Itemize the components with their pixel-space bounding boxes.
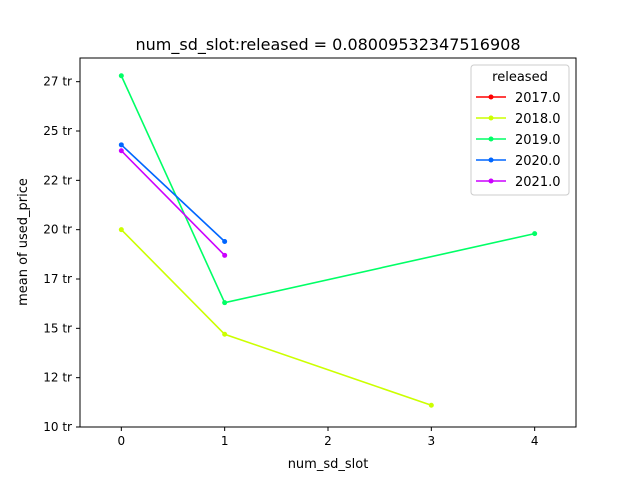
legend: released 2017.0 2018.0 2019.0 2020.0 2021.0 bbox=[470, 64, 570, 196]
series-line-2020.0 bbox=[120, 144, 226, 243]
y-tick-label: 10 tr bbox=[43, 420, 72, 434]
data-point bbox=[222, 300, 228, 306]
legend-marker bbox=[488, 136, 494, 142]
plot-frame bbox=[79, 57, 577, 428]
series-line-2021.0 bbox=[120, 150, 226, 256]
x-axis-ticks: 0 1 2 3 4 bbox=[118, 427, 539, 448]
data-point bbox=[118, 142, 124, 148]
x-tick-label: 0 bbox=[118, 434, 126, 448]
legend-marker bbox=[488, 94, 494, 100]
x-tick-label: 2 bbox=[324, 434, 332, 448]
x-tick-label: 1 bbox=[221, 434, 229, 448]
legend-label: 2021.0 bbox=[515, 175, 561, 190]
data-point bbox=[118, 73, 124, 79]
data-point bbox=[118, 148, 124, 154]
series-layer bbox=[118, 73, 538, 408]
data-point bbox=[222, 239, 228, 245]
y-axis-ticks: 10 tr 12 tr 15 tr 17 tr 20 tr 22 tr 25 tr 27 tr bbox=[43, 75, 80, 434]
y-tick-label: 12 tr bbox=[43, 371, 72, 385]
data-point bbox=[222, 331, 228, 337]
legend-label: 2020.0 bbox=[515, 154, 561, 169]
legend-title: released bbox=[492, 70, 548, 85]
legend-marker bbox=[488, 178, 494, 184]
y-tick-label: 20 tr bbox=[43, 223, 72, 237]
legend-label: 2019.0 bbox=[515, 133, 561, 148]
data-point bbox=[222, 252, 228, 258]
y-tick-label: 27 tr bbox=[43, 75, 72, 89]
y-tick-label: 15 tr bbox=[43, 321, 72, 335]
legend-label: 2017.0 bbox=[515, 91, 561, 106]
chart-title: num_sd_slot:released = 0.080095323475169… bbox=[136, 35, 521, 55]
y-tick-label: 22 tr bbox=[43, 173, 72, 187]
legend-items: 2017.0 2018.0 2019.0 2020.0 2021.0 bbox=[476, 91, 561, 190]
y-tick-label: 17 tr bbox=[43, 272, 72, 286]
data-point bbox=[118, 227, 124, 233]
x-axis-label: num_sd_slot bbox=[288, 457, 369, 472]
legend-marker bbox=[488, 157, 494, 163]
y-tick-label: 25 tr bbox=[43, 124, 72, 138]
y-axis-label: mean of used_price bbox=[16, 178, 31, 306]
data-point bbox=[532, 231, 538, 237]
legend-marker bbox=[488, 115, 494, 121]
data-point bbox=[428, 402, 434, 408]
x-tick-label: 4 bbox=[531, 434, 539, 448]
x-tick-label: 3 bbox=[428, 434, 436, 448]
legend-label: 2018.0 bbox=[515, 112, 561, 127]
